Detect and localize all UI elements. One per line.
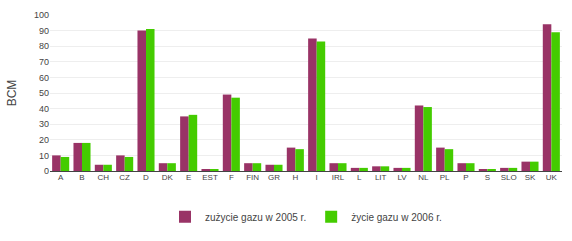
svg-text:LV: LV bbox=[397, 173, 407, 182]
svg-text:40: 40 bbox=[39, 104, 49, 114]
svg-text:0: 0 bbox=[44, 166, 49, 176]
svg-text:LIT: LIT bbox=[375, 173, 387, 182]
svg-text:FIN: FIN bbox=[246, 173, 259, 182]
svg-text:10: 10 bbox=[39, 151, 49, 161]
svg-text:80: 80 bbox=[39, 41, 49, 51]
svg-text:30: 30 bbox=[39, 119, 49, 129]
svg-text:H: H bbox=[292, 173, 298, 182]
svg-text:CZ: CZ bbox=[119, 173, 130, 182]
svg-text:SK: SK bbox=[525, 173, 536, 182]
svg-text:L: L bbox=[357, 173, 362, 182]
svg-text:CH: CH bbox=[98, 173, 110, 182]
svg-text:NL: NL bbox=[418, 173, 429, 182]
svg-text:życie gazu w 2006 r.: życie gazu w 2006 r. bbox=[351, 212, 442, 223]
svg-text:P: P bbox=[463, 173, 468, 182]
svg-text:I: I bbox=[316, 173, 318, 182]
svg-text:60: 60 bbox=[39, 73, 49, 83]
svg-text:20: 20 bbox=[39, 135, 49, 145]
svg-text:E: E bbox=[186, 173, 191, 182]
svg-text:IRL: IRL bbox=[332, 173, 345, 182]
svg-text:D: D bbox=[143, 173, 149, 182]
svg-text:90: 90 bbox=[39, 26, 49, 36]
svg-text:DK: DK bbox=[162, 173, 174, 182]
svg-text:BCM: BCM bbox=[5, 80, 19, 107]
svg-text:SLO: SLO bbox=[501, 173, 517, 182]
svg-text:A: A bbox=[58, 173, 64, 182]
svg-text:zużycie gazu w 2005 r.: zużycie gazu w 2005 r. bbox=[205, 212, 306, 223]
svg-text:GR: GR bbox=[268, 173, 280, 182]
svg-text:100: 100 bbox=[34, 10, 49, 20]
svg-text:PL: PL bbox=[440, 173, 450, 182]
svg-text:F: F bbox=[229, 173, 234, 182]
svg-text:50: 50 bbox=[39, 88, 49, 98]
svg-text:S: S bbox=[485, 173, 490, 182]
svg-text:EST: EST bbox=[202, 173, 218, 182]
svg-text:UK: UK bbox=[546, 173, 558, 182]
svg-text:70: 70 bbox=[39, 57, 49, 67]
svg-text:B: B bbox=[79, 173, 84, 182]
